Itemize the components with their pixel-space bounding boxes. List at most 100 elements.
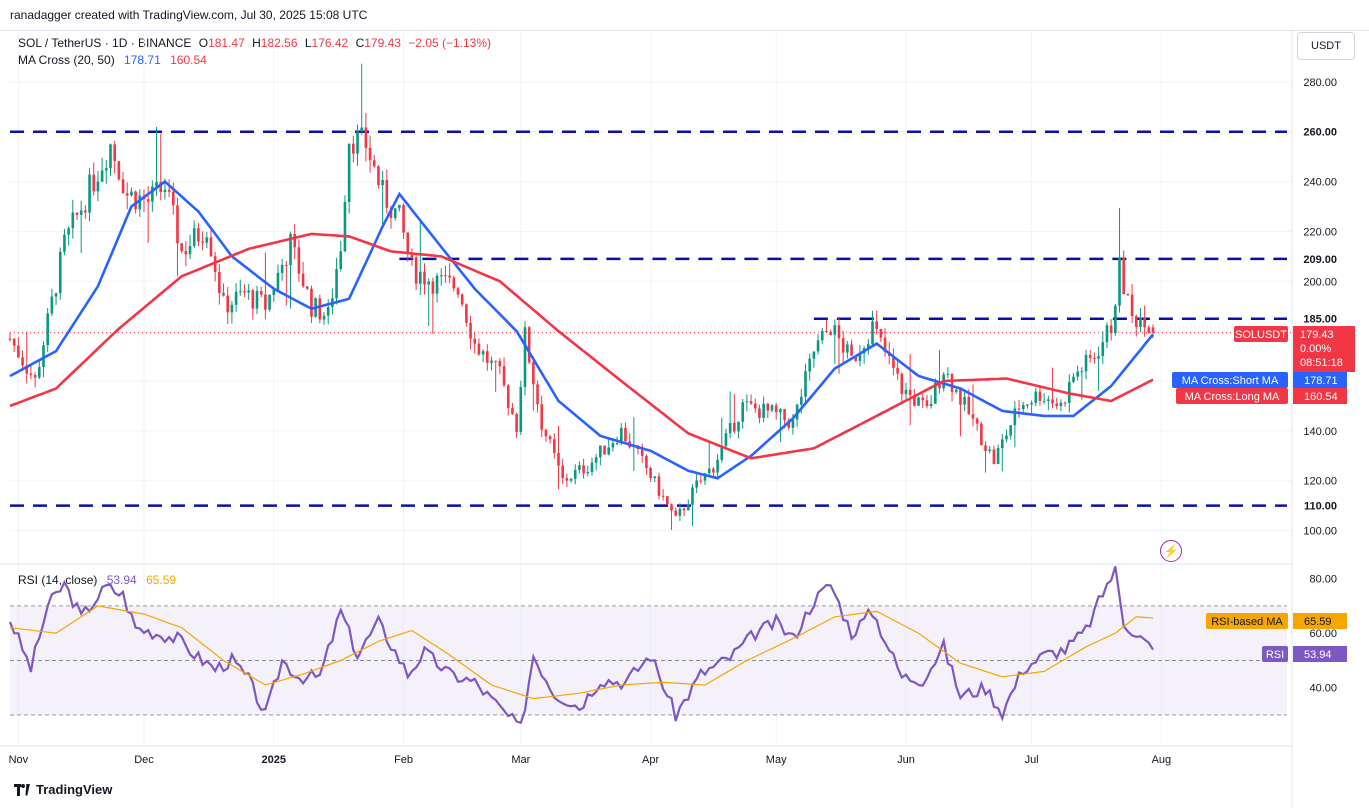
candle-body: [707, 468, 711, 474]
candle-body: [25, 365, 29, 374]
candle-body: [1088, 355, 1092, 359]
time-tick-label: Aug: [1152, 754, 1172, 766]
candle-body: [42, 345, 45, 368]
candle-body: [372, 160, 376, 167]
moving-averages: [9, 179, 1155, 480]
candle-body: [419, 271, 422, 284]
candle-body: [477, 343, 481, 355]
candle-body: [347, 143, 351, 202]
candle-body: [540, 404, 544, 430]
candle-body: [988, 449, 992, 452]
candle-body: [71, 212, 75, 229]
candle-body: [272, 290, 276, 295]
candle-body: [1143, 317, 1146, 328]
candle-body: [285, 265, 288, 267]
ohlc-high: H182.56: [252, 36, 298, 50]
candle-body: [247, 290, 250, 293]
candle-body: [728, 423, 732, 434]
candle-body: [1026, 404, 1029, 406]
candle-body: [854, 355, 858, 361]
candle-body: [649, 467, 652, 479]
candle-body: [1147, 327, 1151, 333]
currency-button[interactable]: USDT: [1297, 32, 1355, 60]
candle-body: [971, 414, 975, 419]
candle-body: [146, 199, 150, 202]
candle-body: [1017, 408, 1021, 410]
ma-long-tag-label: MA Cross:Long MA: [1185, 391, 1280, 403]
candle-body: [829, 331, 832, 335]
candle-body: [117, 161, 121, 180]
rsi-legend-value: 53.94: [106, 573, 137, 587]
candle-body: [544, 429, 548, 437]
candle-body: [917, 397, 920, 406]
candle-body: [377, 166, 380, 186]
candle-body: [925, 400, 929, 406]
price-tick-label: 140.00: [1303, 426, 1337, 438]
candle-body: [264, 294, 267, 310]
candle-body: [599, 445, 602, 458]
candle-body: [749, 401, 753, 404]
candle-body: [1151, 327, 1155, 333]
rsi-legend-label: RSI (14, close): [18, 573, 98, 587]
candle-body: [745, 401, 749, 403]
candle-body: [29, 373, 33, 376]
candle-body: [896, 367, 899, 374]
candle-body: [54, 293, 58, 297]
candle-body: [1101, 342, 1105, 357]
candle-body: [293, 233, 297, 248]
attribution: ranadagger created with TradingView.com,…: [10, 8, 368, 22]
candle-body: [100, 170, 104, 182]
candle-body: [276, 272, 280, 291]
candle-body: [741, 402, 745, 422]
candle-body: [904, 389, 908, 394]
candle-body: [1076, 371, 1079, 377]
candle-body: [850, 344, 853, 356]
rsi-ma-tag-value-box: [1293, 613, 1347, 629]
rsi-tag-value: 53.94: [1304, 649, 1332, 661]
candle-body: [301, 273, 305, 287]
candle-body: [201, 241, 204, 243]
candle-body: [1030, 403, 1033, 405]
candle-body: [892, 356, 895, 368]
candle-body: [938, 382, 941, 389]
rsi-ma-tag-label: RSI-based MA: [1211, 616, 1283, 628]
candle-body: [1021, 404, 1025, 410]
candle-body: [523, 327, 527, 387]
candle-body: [393, 208, 397, 219]
candle-body: [498, 360, 502, 367]
candle-body: [125, 193, 129, 196]
candle-body: [1059, 402, 1063, 407]
candle-body: [1130, 294, 1134, 317]
candles: [8, 63, 1155, 530]
symbol-title: SOL / TetherUS · 1D · BINANCE: [18, 36, 192, 50]
candle-body: [243, 291, 246, 293]
candle-body: [774, 405, 778, 413]
price-tick-label: 100.00: [1303, 526, 1337, 538]
ma-legend[interactable]: MA Cross (20, 50) 178.71 160.54: [18, 53, 207, 67]
candle-body: [8, 338, 12, 340]
ma-short-tag-value-box: [1293, 372, 1347, 388]
candle-body: [699, 480, 703, 482]
candle-body: [104, 168, 108, 171]
candle-body: [1013, 408, 1017, 426]
candle-body: [980, 423, 983, 446]
time-tick-label: Jun: [897, 754, 915, 766]
rsi-legend[interactable]: RSI (14, close) 53.94 65.59: [18, 573, 176, 587]
time-tick-label: Dec: [134, 754, 154, 766]
candle-body: [737, 421, 740, 432]
rsi-tag-label: RSI: [1266, 649, 1284, 661]
candle-body: [465, 304, 468, 323]
candle-body: [17, 345, 20, 358]
candle-body: [356, 131, 359, 154]
alert-lightning-icon[interactable]: ⚡: [1160, 540, 1182, 562]
symbol-legend[interactable]: SOL / TetherUS · 1D · BINANCE O181.47 H1…: [18, 36, 491, 50]
candle-body: [582, 465, 585, 474]
candle-body: [691, 487, 694, 505]
candle-body: [402, 204, 405, 233]
solusdt-label: SOLUSDT: [1235, 329, 1287, 341]
candle-body: [410, 252, 414, 258]
candle-body: [645, 455, 648, 468]
candle-body: [1072, 376, 1075, 383]
candle-body: [929, 403, 933, 406]
